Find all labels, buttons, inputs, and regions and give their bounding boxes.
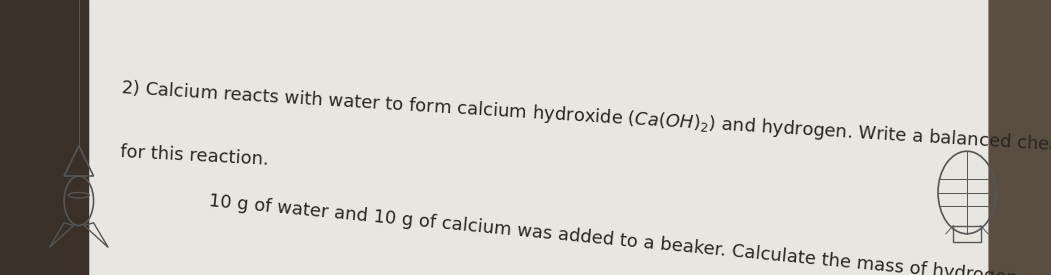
Text: 10 g of water and 10 g of calcium was added to a beaker. Calculate the mass of h: 10 g of water and 10 g of calcium was ad… xyxy=(208,192,1051,275)
Text: 2) Calcium reacts with water to form calcium hydroxide $(Ca(OH)_2)$ and hydrogen: 2) Calcium reacts with water to form cal… xyxy=(120,77,1051,164)
Bar xyxy=(0,0,89,275)
Bar xyxy=(89,0,988,275)
Text: for this reaction.: for this reaction. xyxy=(120,143,269,169)
Bar xyxy=(988,0,1051,275)
Bar xyxy=(953,226,981,242)
